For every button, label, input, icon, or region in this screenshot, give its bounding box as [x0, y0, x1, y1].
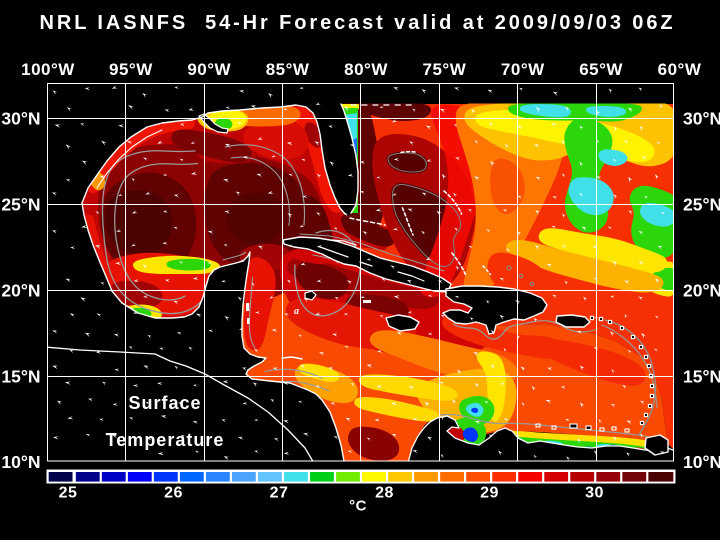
svg-text:90°W: 90°W: [187, 60, 231, 79]
svg-text:75°W: 75°W: [423, 60, 467, 79]
svg-text:15°N: 15°N: [1, 367, 40, 387]
svg-text:25: 25: [59, 485, 78, 502]
svg-text:NRL IASNFS 54-Hr Forecast val: NRL IASNFS 54-Hr Forecast valid at 2009/…: [40, 12, 676, 34]
svg-text:30°N: 30°N: [1, 109, 40, 129]
svg-text:°C: °C: [349, 498, 367, 515]
svg-text:10°N: 10°N: [683, 452, 720, 472]
svg-text:20°N: 20°N: [683, 281, 720, 301]
svg-text:28: 28: [375, 485, 394, 502]
svg-text:100°W: 100°W: [21, 60, 75, 79]
svg-text:10°N: 10°N: [1, 452, 40, 472]
svg-text:70°W: 70°W: [501, 60, 545, 79]
svg-text:95°W: 95°W: [109, 60, 153, 79]
svg-text:30: 30: [585, 485, 604, 502]
svg-text:29: 29: [480, 485, 499, 502]
svg-text:26: 26: [164, 485, 183, 502]
svg-text:25°N: 25°N: [1, 195, 40, 215]
svg-text:60°W: 60°W: [658, 60, 702, 79]
svg-text:27: 27: [270, 485, 289, 502]
svg-text:15°N: 15°N: [683, 367, 720, 387]
svg-text:65°W: 65°W: [579, 60, 623, 79]
svg-text:30°N: 30°N: [683, 109, 720, 129]
svg-text:20°N: 20°N: [1, 281, 40, 301]
svg-text:25°N: 25°N: [683, 195, 720, 215]
svg-text:85°W: 85°W: [266, 60, 310, 79]
svg-text:Surface: Surface: [128, 393, 201, 413]
svg-text:80°W: 80°W: [344, 60, 388, 79]
svg-text:Temperature: Temperature: [106, 430, 225, 450]
svg-text:a: a: [294, 306, 299, 317]
